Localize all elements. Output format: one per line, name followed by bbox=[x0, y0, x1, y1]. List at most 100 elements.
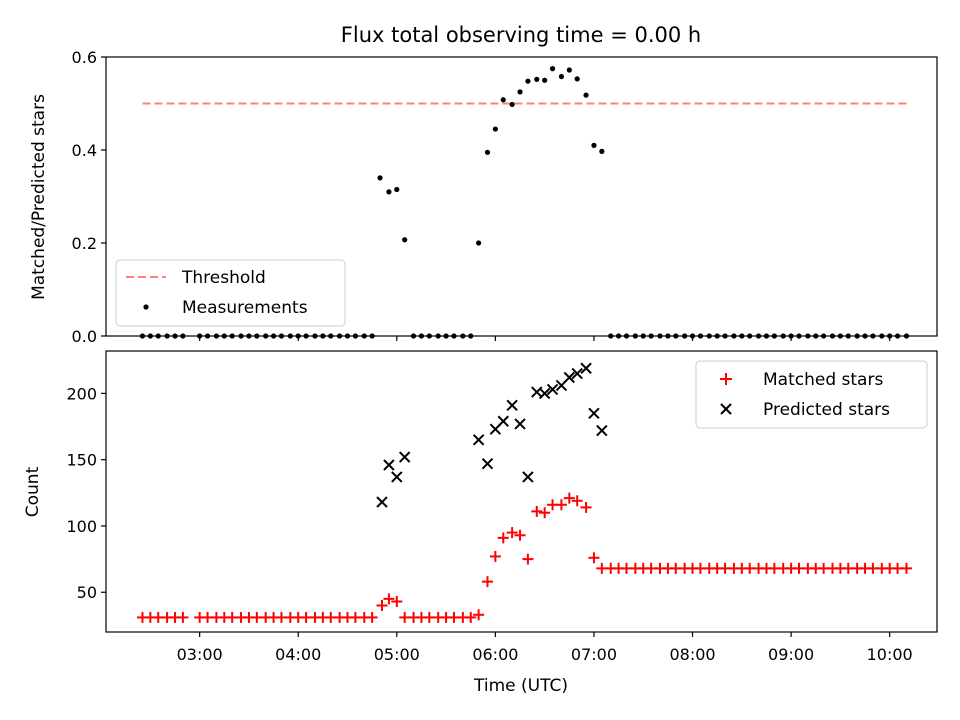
predicted-star-point bbox=[383, 459, 395, 471]
counts-layer bbox=[136, 362, 912, 623]
predicted-legend-swatch bbox=[720, 403, 732, 415]
bottom-legend-box bbox=[695, 360, 928, 429]
measurement-point bbox=[476, 240, 482, 246]
top-y-axis: 0.0 0.2 0.4 0.6 bbox=[72, 48, 106, 346]
predicted-star-stroke-b bbox=[522, 471, 534, 483]
predicted-star-stroke-b bbox=[376, 496, 388, 508]
matched-star-point bbox=[489, 550, 501, 562]
bottom-y-tick-label: 50 bbox=[77, 583, 97, 602]
measurements-legend-label: Measurements bbox=[182, 298, 308, 318]
predicted-star-point bbox=[391, 471, 403, 483]
matched-star-point bbox=[514, 529, 526, 541]
predicted-star-stroke-b bbox=[383, 459, 395, 471]
x-tick-label: 07:00 bbox=[571, 645, 617, 664]
predicted-star-point bbox=[571, 367, 583, 380]
x-axis-label: Time (UTC) bbox=[473, 676, 568, 696]
matched-star-point bbox=[900, 562, 912, 574]
matched-star-point bbox=[376, 599, 388, 611]
predicted-star-point bbox=[481, 457, 494, 470]
measurement-point bbox=[574, 76, 580, 82]
top-y-axis-label: Matched/Predicted stars bbox=[29, 94, 49, 300]
top-axes-frame bbox=[105, 56, 938, 337]
predicted-star-stroke-b bbox=[563, 371, 576, 384]
x-tick-label: 06:00 bbox=[472, 645, 518, 664]
predicted-star-point bbox=[506, 399, 518, 412]
top-y-tick-label: 0.0 bbox=[72, 327, 97, 346]
top-x-ticks bbox=[199, 336, 891, 341]
measurements-legend-swatch bbox=[143, 304, 149, 310]
predicted-star-stroke-b bbox=[514, 418, 526, 430]
x-tick-label: 08:00 bbox=[669, 645, 715, 664]
top-y-tick-label: 0.2 bbox=[72, 234, 97, 253]
matched-star-point bbox=[580, 501, 592, 513]
matched-star-point bbox=[531, 505, 543, 517]
predicted-star-stroke-b bbox=[588, 407, 600, 420]
predicted-star-stroke-b bbox=[596, 424, 608, 437]
measurement-point bbox=[492, 126, 498, 132]
bottom-y-tick-label: 100 bbox=[66, 517, 97, 536]
matched-star-point bbox=[563, 492, 575, 504]
predicted-star-point bbox=[472, 434, 485, 446]
predicted-star-point bbox=[522, 471, 534, 483]
x-tick-label: 09:00 bbox=[768, 645, 814, 664]
matched-star-point bbox=[522, 553, 534, 565]
bottom-y-tick-label: 200 bbox=[66, 384, 97, 403]
predicted-star-point bbox=[580, 362, 592, 374]
top-y-tick-label: 0.6 bbox=[72, 48, 97, 67]
measurement-point bbox=[583, 92, 589, 98]
matched-star-point bbox=[539, 507, 551, 519]
measurement-point bbox=[517, 89, 523, 95]
measurement-point bbox=[394, 186, 400, 193]
matched-star-point bbox=[497, 532, 509, 544]
top-panel: 0.0 0.2 0.4 0.6 Matched/Predicted stars Thr… bbox=[29, 48, 938, 346]
measurement-point bbox=[509, 101, 515, 108]
matched-star-point bbox=[506, 527, 518, 539]
predicted-star-stroke-b bbox=[546, 383, 559, 396]
matched-star-point bbox=[391, 596, 403, 608]
measurement-point bbox=[377, 175, 383, 181]
x-tick-label: 05:00 bbox=[374, 645, 420, 664]
predicted-star-point bbox=[546, 383, 559, 396]
top-legend: Threshold Measurements bbox=[115, 259, 346, 327]
matched-star-point bbox=[473, 609, 485, 621]
measurement-point bbox=[386, 189, 392, 195]
measurement-point bbox=[500, 97, 506, 103]
matched-star-point bbox=[366, 611, 378, 623]
top-y-tick-label: 0.4 bbox=[72, 141, 97, 160]
predicted-star-stroke-b bbox=[398, 451, 411, 463]
measurement-point bbox=[599, 148, 605, 154]
predicted-star-stroke-b bbox=[472, 434, 485, 446]
matched-star-point bbox=[383, 593, 395, 605]
predicted-legend-label: Predicted stars bbox=[763, 400, 890, 420]
x-tick-label: 10:00 bbox=[867, 645, 913, 664]
matched-star-point bbox=[177, 611, 189, 623]
predicted-star-point bbox=[596, 424, 608, 437]
bottom-y-axis: 50 100 150 200 bbox=[66, 384, 106, 602]
bottom-y-tick-label: 150 bbox=[66, 451, 97, 470]
matched-star-point bbox=[465, 611, 477, 623]
predicted-star-point bbox=[538, 387, 551, 400]
x-axis: 03:00 04:00 05:00 06:00 07:00 08:00 09:00 10:00 bbox=[177, 632, 913, 664]
predicted-star-stroke-b bbox=[481, 457, 494, 470]
bottom-y-axis-label: Count bbox=[23, 466, 43, 517]
measurement-point bbox=[525, 78, 531, 84]
x-tick-label: 03:00 bbox=[177, 645, 223, 664]
predicted-star-stroke-b bbox=[391, 471, 403, 483]
predicted-star-stroke-b bbox=[571, 367, 583, 380]
predicted-star-point bbox=[514, 418, 526, 430]
predicted-star-stroke-b bbox=[506, 399, 518, 412]
measurement-point bbox=[591, 142, 597, 148]
predicted-star-point bbox=[398, 451, 411, 463]
bottom-panel: 50 100 150 200 03:00 04:00 05:00 06:00 07:00 08:… bbox=[23, 350, 938, 696]
matched-star-point bbox=[588, 552, 600, 564]
measurement-point bbox=[558, 73, 565, 80]
measurement-point bbox=[534, 76, 540, 82]
predicted-star-point bbox=[376, 496, 388, 508]
matched-legend-swatch bbox=[720, 373, 732, 385]
measurement-point bbox=[566, 67, 572, 73]
x-tick-label: 04:00 bbox=[275, 645, 321, 664]
measurement-point bbox=[484, 149, 491, 155]
matched-star-point bbox=[481, 576, 493, 588]
top-legend-box bbox=[115, 259, 346, 327]
